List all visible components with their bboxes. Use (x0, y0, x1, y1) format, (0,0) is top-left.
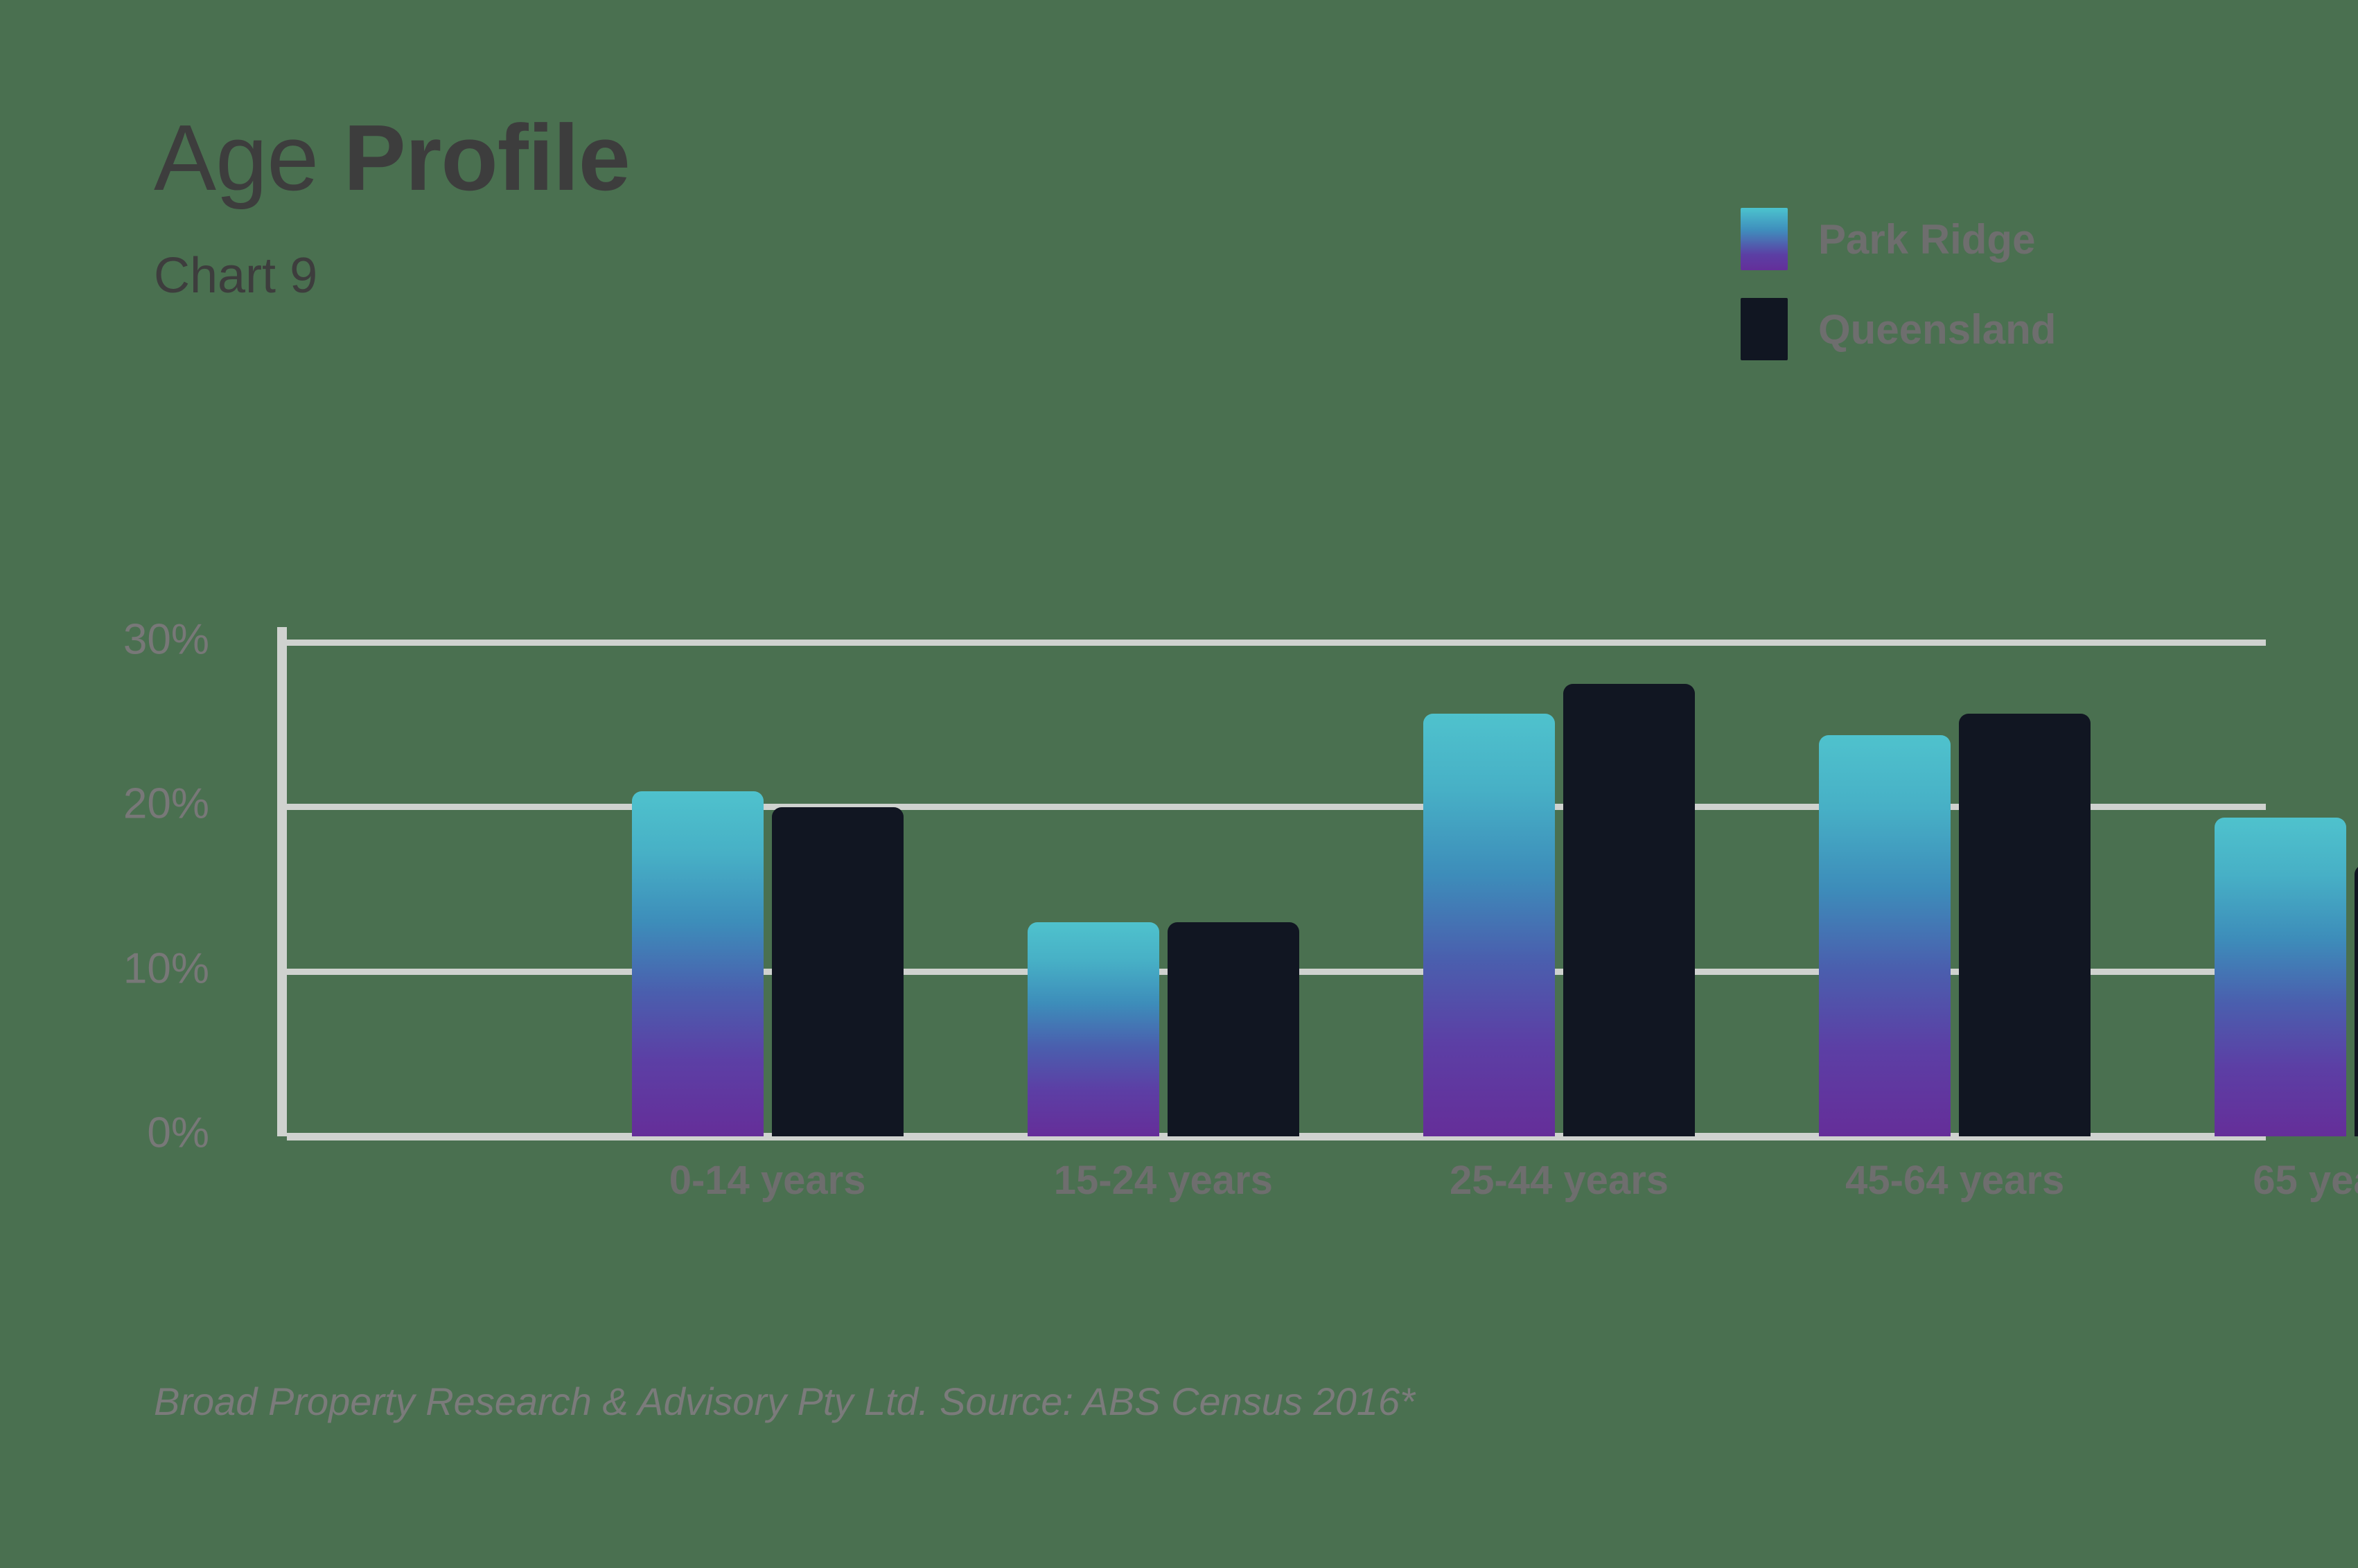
legend-label-queensland: Queensland (1818, 306, 2057, 353)
chart-legend: Park Ridge Queensland (1741, 208, 2056, 360)
legend-item-queensland[interactable]: Queensland (1741, 298, 2056, 360)
page-title: Age Profile (154, 111, 631, 204)
bar-park-ridge[interactable] (631, 791, 764, 1136)
x-tick-label: 65 years + (2253, 1158, 2358, 1203)
bar-group (1027, 627, 1299, 1136)
gridline-30 (287, 640, 2266, 646)
x-tick-label: 25-44 years (1449, 1158, 1669, 1203)
x-tick-label: 0-14 years (669, 1158, 866, 1203)
bar-park-ridge[interactable] (1819, 734, 1951, 1136)
y-tick-label-0: 0% (147, 1109, 209, 1157)
bar-queensland[interactable] (1563, 684, 1695, 1136)
bar-group (1819, 627, 2091, 1136)
bar-park-ridge[interactable] (1027, 922, 1159, 1136)
y-tick-label-30: 30% (123, 615, 209, 664)
plot-area: 0-14 years 15-24 years 25-44 years 45-64 ye… (277, 627, 2358, 1203)
bar-queensland[interactable] (2355, 865, 2358, 1136)
queensland-swatch-icon (1741, 298, 1788, 360)
bar-group (2215, 627, 2358, 1136)
chart-subtitle: Chart 9 (154, 248, 318, 303)
gridline-20 (287, 804, 2266, 811)
y-tick-label-10: 10% (123, 944, 209, 993)
bar-park-ridge[interactable] (2215, 817, 2347, 1136)
x-tick-label: 45-64 years (1845, 1158, 2065, 1203)
title-block: Age Profile Chart 9 (154, 111, 631, 304)
y-axis-line (277, 627, 287, 1136)
y-tick-label-20: 20% (123, 779, 209, 828)
axis-baseline (287, 1133, 2266, 1140)
bar-park-ridge[interactable] (1423, 714, 1555, 1136)
source-footnote: Broad Property Research & Advisory Pty L… (154, 1380, 1415, 1423)
bar-queensland[interactable] (771, 807, 904, 1136)
legend-item-park-ridge[interactable]: Park Ridge (1741, 208, 2056, 270)
bar-queensland[interactable] (1959, 714, 2091, 1136)
bar-group (1423, 627, 1695, 1136)
bar-group (631, 627, 904, 1136)
park-ridge-swatch-icon (1741, 208, 1788, 270)
y-axis-labels: 0% 10% 20% 30% (0, 0, 249, 1568)
legend-label-park-ridge: Park Ridge (1818, 215, 2036, 263)
page-title-light: Age (154, 105, 344, 210)
bar-groups: 0-14 years 15-24 years 25-44 years 45-64 ye… (564, 627, 2358, 1203)
page-title-bold: Profile (343, 105, 631, 210)
bar-queensland[interactable] (1167, 922, 1299, 1136)
x-tick-label: 15-24 years (1053, 1158, 1273, 1203)
